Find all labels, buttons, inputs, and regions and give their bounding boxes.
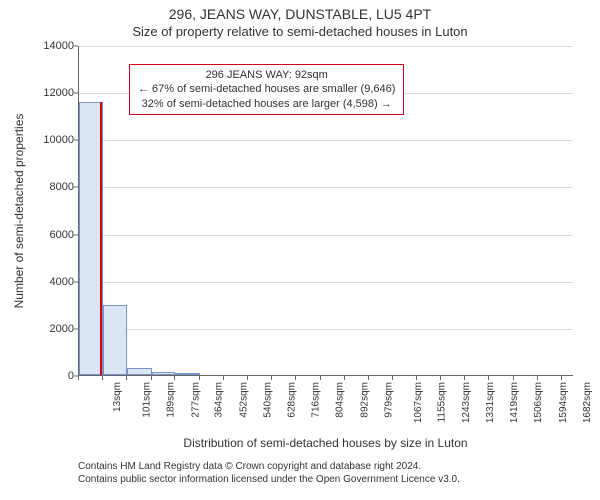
callout-smaller-text: ← 67% of semi-detached houses are smalle… [138, 82, 395, 96]
x-tick-label: 189sqm [166, 382, 177, 418]
x-tick-label: 1331sqm [485, 382, 496, 423]
x-tick-label: 1067sqm [413, 382, 424, 423]
x-tick-label: 452sqm [238, 382, 249, 418]
histogram-bar [127, 368, 151, 375]
histogram-bar [175, 373, 199, 375]
x-tick-label: 1682sqm [582, 382, 593, 423]
x-tick-mark [488, 376, 489, 380]
x-tick-mark [392, 376, 393, 380]
page-title: 296, JEANS WAY, DUNSTABLE, LU5 4PT [0, 6, 600, 22]
x-tick-mark [78, 376, 79, 380]
x-tick-mark [344, 376, 345, 380]
x-tick-mark [271, 376, 272, 380]
y-tick-label: 8000 [0, 181, 74, 193]
y-tick-label: 10000 [0, 134, 74, 146]
x-tick-label: 101sqm [142, 382, 153, 418]
x-tick-mark [223, 376, 224, 380]
x-tick-mark [295, 376, 296, 380]
x-tick-mark [513, 376, 514, 380]
x-tick-label: 716sqm [311, 382, 322, 418]
y-tick-label: 0 [0, 370, 74, 382]
histogram-bar [152, 372, 176, 375]
x-tick-label: 13sqm [112, 382, 123, 412]
y-tick-label: 2000 [0, 323, 74, 335]
page-subtitle: Size of property relative to semi-detach… [0, 24, 600, 39]
callout-larger-text: 32% of semi-detached houses are larger (… [138, 97, 395, 111]
x-tick-label: 540sqm [262, 382, 273, 418]
callout-box: 296 JEANS WAY: 92sqm ← 67% of semi-detac… [129, 64, 404, 115]
x-tick-label: 364sqm [214, 382, 225, 418]
x-tick-label: 1594sqm [558, 382, 569, 423]
x-tick-mark [464, 376, 465, 380]
y-tick-label: 14000 [0, 40, 74, 52]
x-tick-mark [320, 376, 321, 380]
x-tick-label: 277sqm [190, 382, 201, 418]
y-tick-label: 4000 [0, 276, 74, 288]
x-tick-label: 804sqm [335, 382, 346, 418]
attribution-line-2: Contains public sector information licen… [78, 473, 573, 486]
y-tick-label: 6000 [0, 229, 74, 241]
x-axis-ticks: 13sqm 101sqm 189sqm 277sqm 364sqm 452sqm 540sq… [78, 376, 573, 436]
x-tick-label: 892sqm [359, 382, 370, 418]
x-tick-mark [537, 376, 538, 380]
x-tick-mark [199, 376, 200, 380]
histogram-plot: 296 JEANS WAY: 92sqm ← 67% of semi-detac… [78, 46, 573, 376]
x-tick-mark [368, 376, 369, 380]
x-tick-label: 1155sqm [436, 382, 447, 422]
x-axis-title: Distribution of semi-detached houses by … [78, 436, 573, 450]
x-tick-mark [126, 376, 127, 380]
x-tick-mark [440, 376, 441, 380]
x-tick-mark [174, 376, 175, 380]
x-tick-mark [247, 376, 248, 380]
attribution-text: Contains HM Land Registry data © Crown c… [78, 460, 573, 486]
x-tick-mark [102, 376, 103, 380]
property-marker-line [100, 102, 102, 375]
histogram-bar [103, 305, 127, 375]
callout-title: 296 JEANS WAY: 92sqm [138, 68, 395, 82]
x-tick-label: 1243sqm [461, 382, 472, 423]
attribution-line-1: Contains HM Land Registry data © Crown c… [78, 460, 573, 473]
y-tick-label: 12000 [0, 87, 74, 99]
x-tick-label: 979sqm [383, 382, 394, 418]
x-tick-mark [561, 376, 562, 380]
x-tick-label: 1506sqm [533, 382, 544, 423]
x-tick-label: 1419sqm [510, 382, 521, 423]
y-axis-ticks: 02000400060008000100001200014000 [0, 46, 74, 376]
x-tick-mark [416, 376, 417, 380]
x-tick-label: 628sqm [287, 382, 298, 418]
x-tick-mark [151, 376, 152, 380]
